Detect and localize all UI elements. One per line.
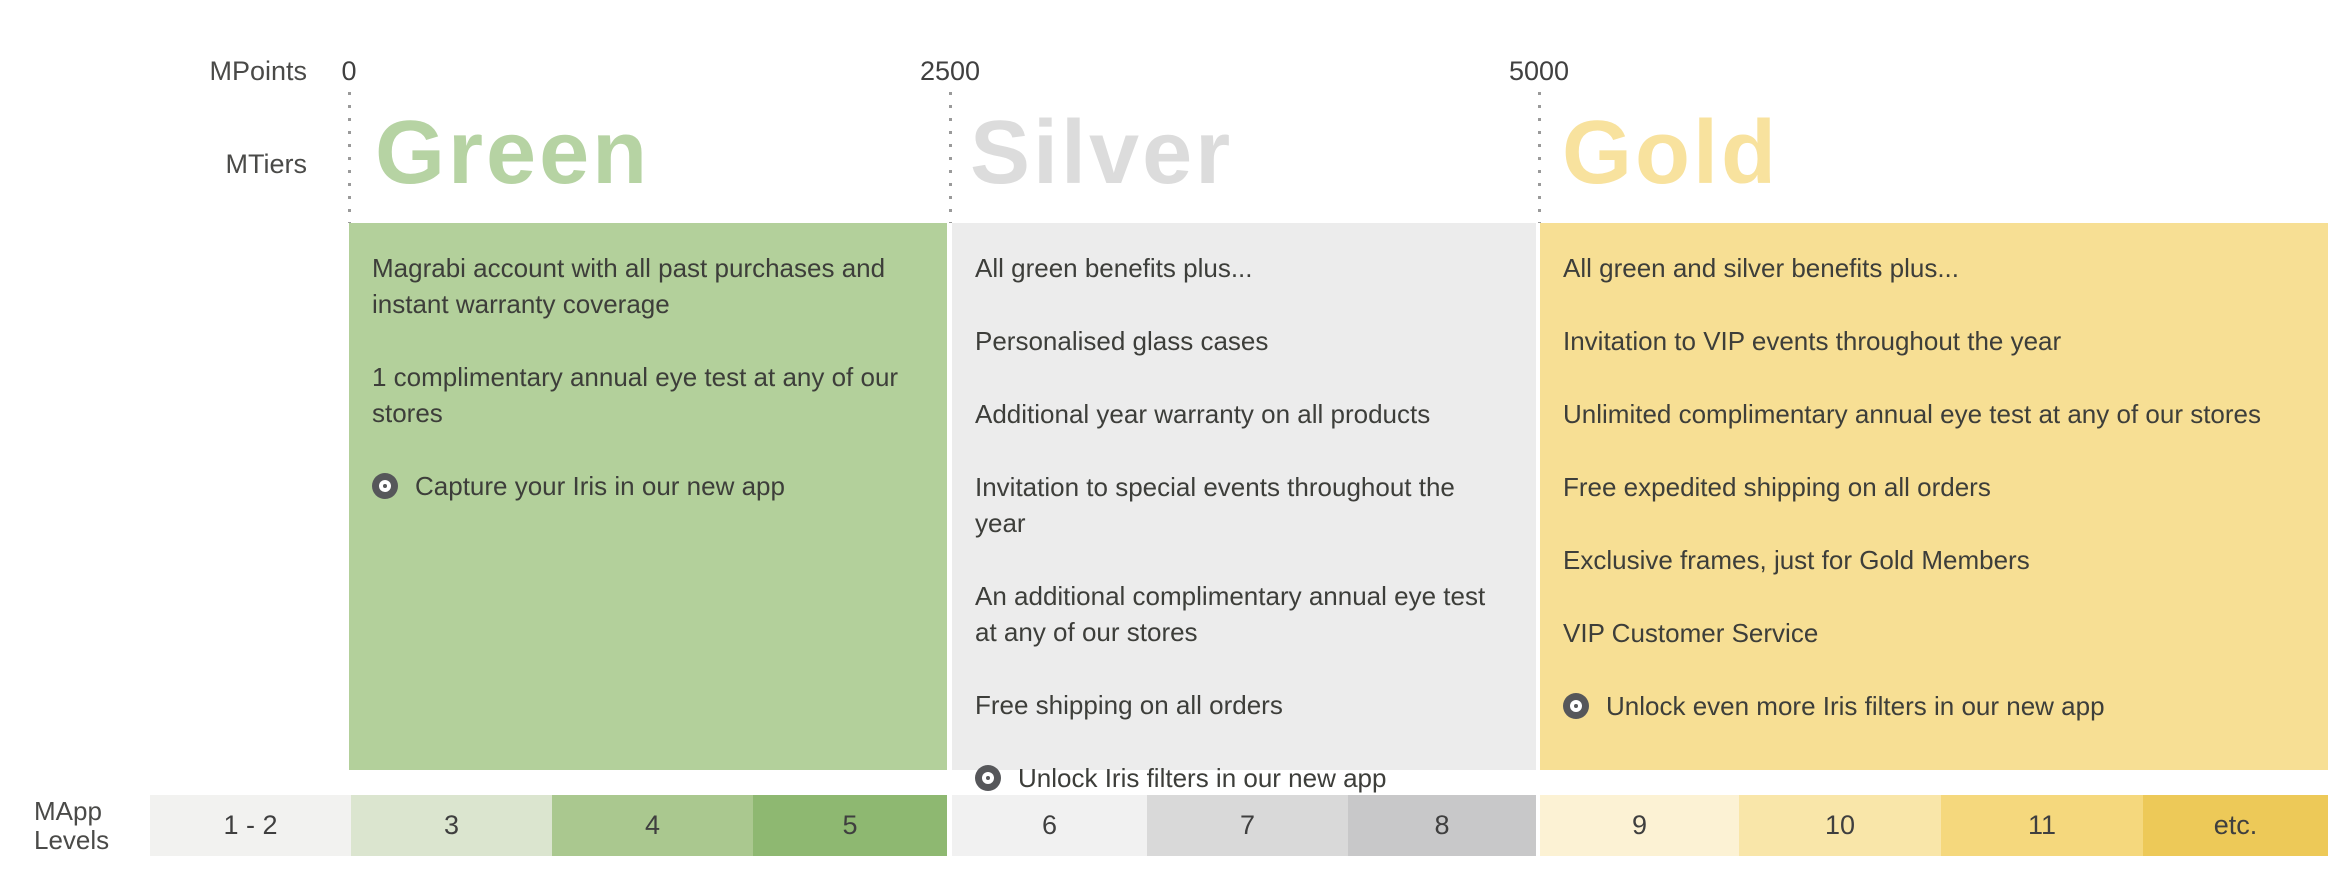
level-cell-10: 10 bbox=[1739, 795, 1941, 856]
benefit-item: Unlimited complimentary annual eye test … bbox=[1563, 399, 2262, 429]
tier-heading-green: Green bbox=[375, 103, 651, 203]
level-cell-9: 9 bbox=[1540, 795, 1739, 856]
iris-app-bullet-icon bbox=[975, 765, 1001, 791]
benefit-item: An additional complimentary annual eye t… bbox=[975, 581, 1486, 647]
level-cell-6: 6 bbox=[952, 795, 1147, 856]
app-benefit-row: Unlock Iris filters in our new app bbox=[975, 760, 1510, 796]
tier-panel-silver: All green benefits plus... Personalised … bbox=[952, 223, 1536, 793]
level-cell-3: 3 bbox=[351, 795, 552, 856]
app-benefit-text: Capture your Iris in our new app bbox=[415, 471, 785, 501]
benefit-item: All green benefits plus... bbox=[975, 253, 1253, 283]
benefit-item: Free shipping on all orders bbox=[975, 690, 1283, 720]
benefit-item: All green and silver benefits plus... bbox=[1563, 253, 1959, 283]
tier-boundary-line-gold bbox=[1538, 92, 1541, 223]
tier-boundary-line-silver bbox=[949, 92, 952, 223]
benefit-item: Additional year warranty on all products bbox=[975, 399, 1431, 429]
mtiers-label: MTiers bbox=[225, 149, 308, 179]
benefit-item: Free expedited shipping on all orders bbox=[1563, 472, 1991, 502]
level-cell-etc: etc. bbox=[2143, 795, 2328, 856]
benefit-item: Exclusive frames, just for Gold Members bbox=[1563, 545, 2030, 575]
benefit-item: Magrabi account with all past purchases … bbox=[372, 253, 886, 319]
tier-heading-gold: Gold bbox=[1562, 103, 1779, 203]
level-cell-5: 5 bbox=[753, 795, 947, 856]
level-cell-8: 8 bbox=[1348, 795, 1536, 856]
threshold-value-5000: 5000 bbox=[1508, 56, 1570, 86]
mpoints-label: MPoints bbox=[209, 56, 307, 86]
level-cell-4: 4 bbox=[552, 795, 753, 856]
benefit-item: Personalised glass cases bbox=[975, 326, 1269, 356]
level-cell-1-2: 1 - 2 bbox=[150, 795, 351, 856]
app-benefit-text: Unlock Iris filters in our new app bbox=[1018, 763, 1387, 793]
tier-panel-green: Magrabi account with all past purchases … bbox=[349, 223, 947, 770]
benefit-item: VIP Customer Service bbox=[1563, 618, 1819, 648]
benefit-item: 1 complimentary annual eye test at any o… bbox=[372, 362, 899, 428]
app-benefit-text: Unlock even more Iris filters in our new… bbox=[1606, 691, 2105, 721]
tier-panel-gold: All green and silver benefits plus... In… bbox=[1540, 223, 2328, 770]
tier-boundary-line-green bbox=[348, 92, 351, 223]
mapp-levels-label-line2: Levels bbox=[34, 825, 110, 855]
tier-heading-silver: Silver bbox=[970, 103, 1234, 203]
level-cell-7: 7 bbox=[1147, 795, 1348, 856]
level-cell-11: 11 bbox=[1941, 795, 2143, 856]
app-benefit-row: Unlock even more Iris filters in our new… bbox=[1563, 688, 2302, 724]
benefit-item: Invitation to VIP events throughout the … bbox=[1563, 326, 2062, 356]
mapp-levels-label-line1: MApp bbox=[34, 796, 102, 826]
threshold-value-2500: 2500 bbox=[919, 56, 981, 86]
iris-app-bullet-icon bbox=[1563, 693, 1589, 719]
benefit-item: Invitation to special events throughout … bbox=[975, 472, 1455, 538]
mapp-levels-label: MApp Levels bbox=[34, 797, 109, 855]
iris-app-bullet-icon bbox=[372, 473, 398, 499]
threshold-value-0: 0 bbox=[341, 56, 357, 86]
app-benefit-row: Capture your Iris in our new app bbox=[372, 468, 921, 504]
